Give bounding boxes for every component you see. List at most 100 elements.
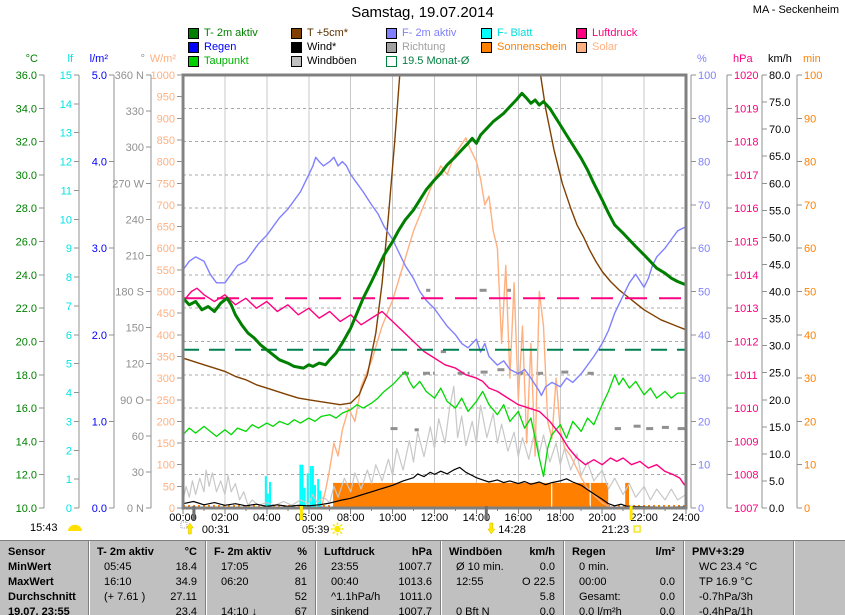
axis-tick-label-lm2: 0.0 [92, 503, 107, 515]
axis-tick-label-lf: 3 [66, 416, 72, 428]
axis-tick-label-kmh: 65.0 [769, 151, 790, 163]
axis-tick-label-wm2: 650 [157, 222, 175, 234]
axis-tick-label-lf: 11 [61, 186, 72, 198]
table-cell-info: -0.4hPa/1h [699, 606, 753, 615]
legend-item-taupunkt: Taupunkt [188, 55, 249, 67]
series-taupunkt [183, 370, 686, 478]
axis-tick-label-kmh: 35.0 [769, 314, 790, 326]
table-cell-info: 23:55 [331, 561, 359, 573]
axis-tick-label-pct: 90 [698, 113, 710, 125]
series-temperatur [183, 91, 686, 370]
axis-tick-label-lf: 15 [60, 70, 72, 82]
table-col-header: Luftdruck [324, 546, 375, 558]
table-cell-value: 26 [294, 561, 307, 573]
axis-unit-wm2: W/m² [150, 53, 177, 65]
table-col-header: PMV+3:29 [692, 546, 745, 558]
table-cell-value: 27.11 [170, 591, 197, 603]
table-cell-value: 67 [294, 606, 307, 615]
axis-tick-label-pct: 50 [698, 287, 710, 299]
axis-tick-label-hpa: 1020 [734, 70, 758, 82]
table-cell-value: 23.4 [175, 606, 197, 615]
table-cell-info: 00:00 [579, 576, 607, 588]
axis-tick-label-lm2: 1.0 [92, 416, 107, 428]
table-column-separator [315, 541, 317, 615]
moon-icon [68, 524, 82, 531]
legend-label: Sonnenschein [497, 40, 567, 53]
axis-tick-label-wm2: 100 [157, 460, 175, 472]
axis-tick-label-wm2: 400 [157, 330, 175, 342]
axis-tick-label-deg: 30 [132, 467, 144, 479]
legend-swatch [481, 41, 492, 53]
axis-tick-label-pct: 60 [698, 243, 710, 255]
axis-tick-label-lf: 8 [66, 272, 72, 284]
axis-tick-label-C: 36.0 [16, 70, 37, 82]
axis-unit-C: °C [26, 53, 38, 65]
axis-tick-label-wm2: 250 [157, 395, 175, 407]
axis-tick-label-lm2: 3.0 [92, 243, 107, 255]
legend-swatch [188, 41, 199, 53]
axis-tick-label-kmh: 40.0 [769, 287, 790, 299]
axis-tick-label-min: 0 [804, 503, 810, 515]
axis-tick-label-C: 32.0 [16, 137, 37, 149]
axis-tick-label-C: 18.0 [16, 370, 37, 382]
axis-tick-label-wm2: 800 [157, 157, 175, 169]
axis-tick-label-wm2: 300 [157, 373, 175, 385]
table-cell-info: 0 Bft N [456, 606, 490, 615]
axis-tick-label-deg: 210 [126, 250, 144, 262]
table-column-separator [88, 541, 90, 615]
axis-tick-label-lf: 14 [60, 99, 72, 111]
axis-unit-pct: % [697, 53, 707, 65]
table-cell-value: 0.0 [659, 576, 675, 588]
axis-unit-kmh: km/h [768, 53, 792, 65]
axis-tick-label-kmh: 5.0 [769, 476, 784, 488]
axis-tick-label-deg: 120 [126, 359, 144, 371]
axis-tick-label-kmh: 0.0 [769, 503, 784, 515]
table-cell-info: TP 16.9 °C [699, 576, 753, 588]
axis-tick-label-hpa: 1012 [734, 337, 758, 349]
table-cell-value: 18.4 [175, 561, 197, 573]
axis-tick-label-min: 80 [804, 157, 816, 169]
table-cell-info: WC 23.4 °C [699, 561, 758, 573]
axis-tick-label-lf: 13 [60, 128, 72, 140]
axis-tick-label-hpa: 1008 [734, 470, 758, 482]
axis-tick-label-C: 26.0 [16, 237, 37, 249]
axis-tick-label-min: 40 [804, 330, 816, 342]
axis-tick-label-lm2: 4.0 [92, 157, 107, 169]
axis-tick-label-hpa: 1013 [734, 303, 758, 315]
event-marker-time: 14:28 [498, 524, 526, 536]
table-column-separator [205, 541, 207, 615]
sunset-icon [633, 525, 641, 533]
axis-tick-label-min: 60 [804, 243, 816, 255]
axis-tick-label-kmh: 25.0 [769, 368, 790, 380]
axis-tick-label-kmh: 55.0 [769, 205, 790, 217]
axis-tick-label-deg: 150 [126, 323, 144, 335]
table-cell-value: 0.0 [539, 606, 555, 615]
axis-tick-label-C: 12.0 [16, 470, 37, 482]
table-cell-info: Ø 10 min. [456, 561, 504, 573]
legend-item-solar: Solar [576, 41, 618, 53]
axis-tick-label-hpa: 1019 [734, 103, 758, 115]
series-windboeen [183, 385, 686, 506]
axis-tick-label-lf: 7 [66, 301, 72, 313]
table-cell-value: 1007.7 [398, 606, 432, 615]
axis-tick-label-C: 10.0 [16, 503, 37, 515]
axis-tick-label-min: 90 [804, 113, 816, 125]
table-cell-info: 0 min. [579, 561, 609, 573]
chart-legend: T- 2m aktiv Regen Taupunkt T +5cm* Wind* Wind… [0, 0, 845, 70]
axis-tick-label-wm2: 850 [157, 135, 175, 147]
legend-swatch [576, 27, 587, 39]
legend-label: Richtung [402, 40, 446, 53]
legend-label: Windböen [307, 54, 357, 67]
stats-table: Sensor MinWert MaxWert Durchschnitt 19.07. 2… [0, 540, 845, 615]
axis-tick-label-lm2: 5.0 [92, 70, 107, 82]
table-col-header: F- 2m aktiv [214, 546, 272, 558]
table-col-unit: % [297, 546, 307, 558]
axis-tick-label-kmh: 10.0 [769, 449, 790, 461]
axis-tick-label-deg: 330 [126, 106, 144, 118]
event-marker-time: 05:39 [302, 524, 330, 536]
legend-swatch [481, 27, 492, 39]
legend-label: F- Blatt [497, 26, 533, 39]
axis-tick-label-min: 50 [804, 287, 816, 299]
x-axis-label: 14:00 [463, 512, 491, 524]
